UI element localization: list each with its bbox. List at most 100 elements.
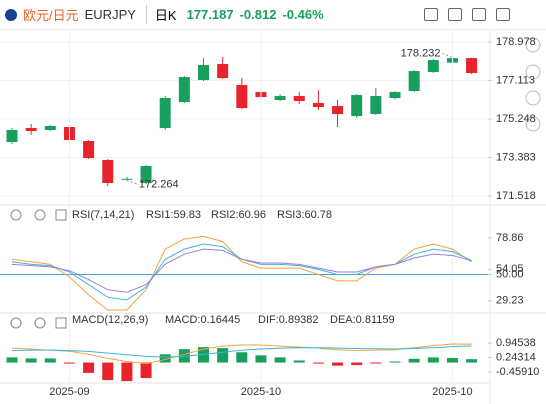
candle-body: [370, 96, 382, 115]
period[interactable]: 日K: [145, 5, 177, 24]
histogram-bar: [255, 355, 267, 363]
indicator-line: [11, 243, 472, 301]
candle-body: [25, 128, 37, 132]
legend-entry: RSI1:59.83: [146, 209, 201, 221]
candle-body: [466, 58, 478, 74]
price: 177.187: [186, 7, 234, 22]
symbol: EURJPY: [84, 7, 136, 22]
candle-body: [236, 85, 248, 109]
histogram-bar: [446, 358, 458, 363]
histogram-bar: [178, 349, 190, 363]
tool-icon[interactable]: [424, 8, 438, 21]
indicator-line: [11, 343, 472, 365]
side-icon[interactable]: [525, 116, 541, 132]
y-tick-label: 0.24314: [496, 351, 536, 363]
candle-body: [83, 141, 95, 159]
candle-body: [217, 64, 229, 79]
candle-body: [198, 65, 209, 81]
annotation-leader: [442, 52, 453, 58]
histogram-bar: [217, 348, 229, 363]
histogram-bar: [274, 357, 286, 363]
histogram-bar: [83, 362, 95, 373]
annotation: 172.264: [139, 178, 179, 190]
change: -0.812: [239, 7, 277, 22]
histogram-bar: [44, 358, 56, 363]
candle-body: [312, 103, 324, 108]
y-tick-label: 29.23: [496, 295, 524, 307]
histogram-bar: [63, 362, 75, 364]
histogram-bar: [102, 362, 114, 381]
tool-icon[interactable]: [496, 8, 510, 21]
gear-icon[interactable]: [34, 317, 46, 329]
y-tick-label: 0.94538: [496, 337, 536, 349]
annotation-leader: [126, 180, 140, 186]
histogram-bar: [198, 347, 209, 363]
histogram-bar: [25, 358, 37, 363]
eye-icon[interactable]: [10, 209, 22, 221]
y-tick-label: 54.05: [496, 263, 524, 275]
y-tick-label: 173.383: [496, 151, 536, 163]
tool-icon[interactable]: [472, 8, 486, 21]
eye-icon[interactable]: [10, 317, 22, 329]
histogram-bar: [408, 358, 420, 363]
y-tick-label: 78.86: [496, 232, 524, 244]
header: 欧元/日元 EURJPY 日K 177.187 -0.812 -0.46%: [0, 0, 546, 30]
indicator-line: [11, 235, 472, 311]
legend-entry: MACD:0.16445: [165, 314, 240, 326]
candle-body: [389, 92, 401, 99]
gear-icon[interactable]: [34, 209, 46, 221]
side-icon[interactable]: [525, 64, 541, 80]
box-icon[interactable]: [55, 317, 67, 329]
histogram-bar: [159, 354, 171, 363]
y-tick-label: 171.518: [496, 190, 536, 202]
candle-body: [102, 160, 114, 183]
histogram-bar: [121, 362, 133, 382]
histogram-bar: [332, 362, 344, 366]
side-icon[interactable]: [525, 37, 541, 53]
histogram-bar: [466, 359, 478, 363]
legend-entry: RSI2:60.96: [211, 209, 266, 221]
histogram-bar: [293, 360, 305, 363]
candle-body: [408, 71, 420, 92]
legend-entry: DIF:0.89382: [258, 314, 319, 326]
side-icon[interactable]: [525, 90, 541, 106]
histogram-bar: [140, 362, 152, 378]
candle-body: [427, 60, 439, 73]
histogram-bar: [370, 362, 382, 364]
candle-body: [332, 106, 344, 115]
x-tick-label: 2025-10: [432, 386, 472, 398]
flag: [5, 8, 17, 21]
histogram-bar: [6, 357, 18, 363]
y-tick-label: -0.45910: [496, 366, 539, 378]
candle-body: [6, 130, 18, 143]
annotation: 178.232: [401, 47, 441, 59]
candle-body: [140, 166, 152, 183]
histogram-bar: [427, 357, 439, 363]
legend-entry: RSI3:60.78: [277, 209, 332, 221]
indicator-title: MACD(12,26,9): [72, 314, 148, 326]
candle-body: [44, 126, 56, 131]
legend-entry: DEA:0.81159: [330, 314, 395, 326]
candle-body: [274, 96, 286, 101]
histogram-bar: [389, 361, 401, 363]
indicator-line: [11, 248, 472, 293]
histogram-bar: [236, 352, 248, 363]
y-tick-label: 50.00: [496, 268, 524, 280]
candle-body: [293, 96, 305, 102]
indicator-line: [11, 345, 472, 358]
histogram-bar: [312, 362, 324, 364]
y-tick-label: 177.113: [496, 74, 535, 86]
candle-body: [178, 77, 190, 103]
histogram-bar: [351, 362, 363, 366]
candle-body: [121, 178, 133, 180]
box-icon[interactable]: [55, 209, 67, 221]
y-tick-label: 175.248: [496, 113, 536, 125]
y-tick-label: 178.978: [496, 36, 536, 48]
candle-body: [159, 98, 171, 129]
tool-icon[interactable]: [448, 8, 462, 21]
symbol-cn[interactable]: 欧元/日元: [23, 8, 79, 23]
x-tick-label: 2025-10: [241, 386, 281, 398]
candle-body: [351, 95, 363, 117]
